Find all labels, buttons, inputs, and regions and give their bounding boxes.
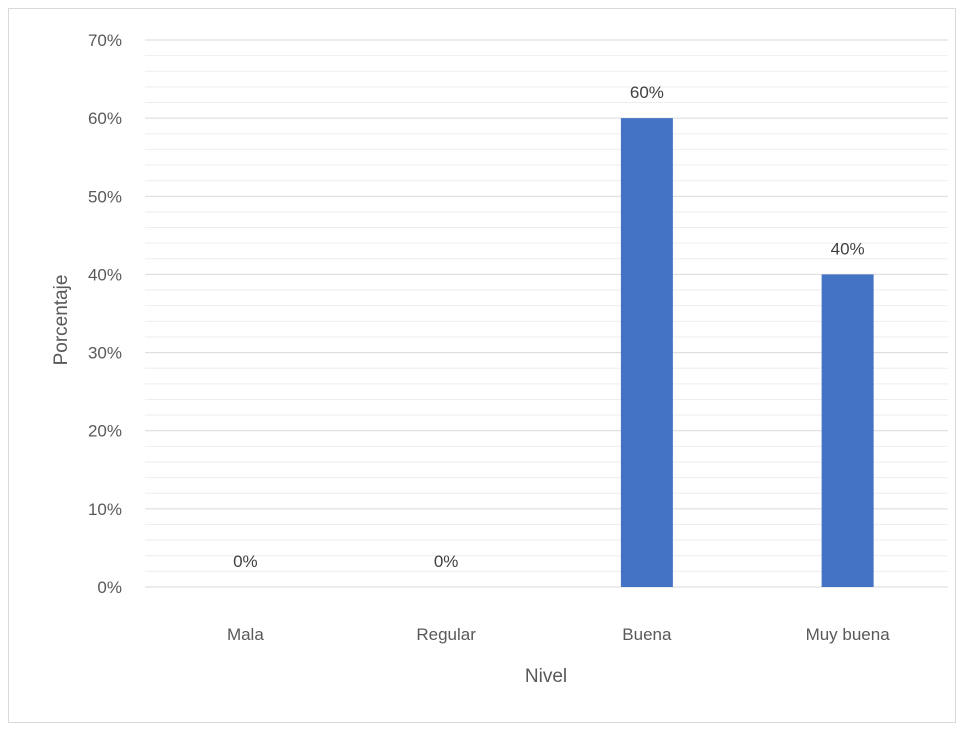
data-label: 40% bbox=[831, 239, 865, 258]
x-category-label: Buena bbox=[622, 625, 672, 644]
y-tick-label: 10% bbox=[88, 500, 122, 519]
x-axis-title: Nivel bbox=[525, 666, 567, 687]
y-axis-title: Porcentaje bbox=[51, 275, 72, 366]
y-tick-label: 60% bbox=[88, 109, 122, 128]
bar bbox=[620, 118, 673, 588]
y-tick-label: 20% bbox=[88, 422, 122, 441]
y-tick-label: 50% bbox=[88, 187, 122, 206]
gridlines bbox=[145, 39, 948, 588]
y-tick-label: 70% bbox=[88, 31, 122, 50]
data-labels: 0% 0% 60% 40% bbox=[233, 83, 865, 571]
x-category-label: Mala bbox=[227, 625, 264, 644]
x-axis-categories: Mala Regular Buena Muy buena bbox=[227, 625, 890, 644]
x-category-label: Muy buena bbox=[806, 625, 891, 644]
data-label: 0% bbox=[434, 552, 459, 571]
data-label: 60% bbox=[630, 83, 664, 102]
data-label: 0% bbox=[233, 552, 258, 571]
x-category-label: Regular bbox=[416, 625, 476, 644]
y-axis-ticks: 0% 10% 20% 30% 40% 50% 60% 70% bbox=[88, 31, 122, 597]
y-tick-label: 0% bbox=[97, 578, 122, 597]
bars bbox=[620, 118, 874, 588]
y-tick-label: 40% bbox=[88, 265, 122, 284]
chart-frame bbox=[8, 8, 956, 723]
bar bbox=[821, 274, 874, 587]
y-tick-label: 30% bbox=[88, 344, 122, 363]
